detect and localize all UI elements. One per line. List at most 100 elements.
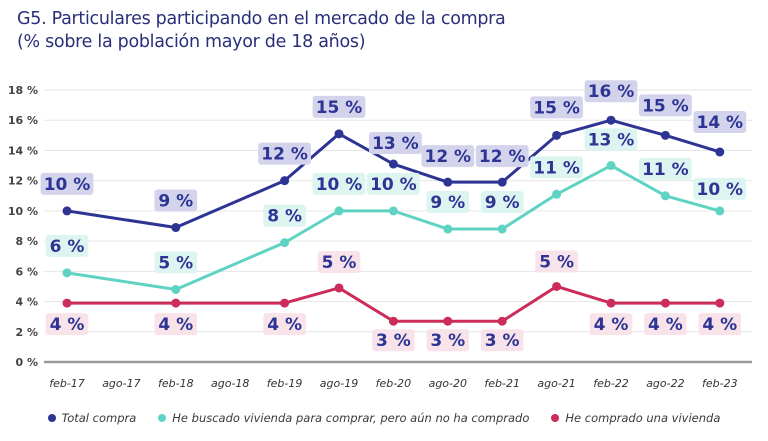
- data-label-text: 9 %: [430, 193, 465, 213]
- data-label-background: [693, 110, 747, 133]
- data-label: 4 %: [644, 313, 687, 336]
- legend-marker-icon: [551, 414, 560, 422]
- x-tick-label: ago-20: [429, 377, 467, 390]
- data-label: 9 %: [154, 189, 198, 212]
- data-label-text: 12 %: [479, 147, 526, 167]
- data-label: 4 %: [263, 313, 306, 336]
- data-label-text: 4 %: [158, 315, 193, 335]
- data-label-background: [154, 313, 198, 336]
- y-tick-label: 6 %: [15, 265, 38, 278]
- data-label-background: [154, 189, 198, 212]
- y-tick-label: 16 %: [8, 114, 38, 127]
- x-tick-label: feb-17: [49, 377, 85, 390]
- data-label-background: [584, 128, 638, 151]
- legend-label: He comprado una vivienda: [565, 411, 721, 425]
- chart-title-line1: G5. Particulares participando en el merc…: [17, 9, 506, 29]
- x-tick-label: feb-20: [376, 377, 412, 390]
- data-label: 4 %: [698, 313, 742, 336]
- data-label-background: [312, 172, 366, 195]
- data-label-text: 3 %: [430, 331, 465, 351]
- data-point: [334, 129, 344, 139]
- data-label: 11 %: [530, 156, 583, 179]
- data-label: 9 %: [480, 191, 524, 214]
- data-label: 16 %: [584, 80, 638, 103]
- legend-label: He buscado vivienda para comprar, pero a…: [172, 411, 530, 425]
- legend-marker-icon: [47, 414, 56, 422]
- data-label: 13 %: [584, 128, 638, 151]
- data-label-background: [40, 172, 94, 195]
- data-label: 12 %: [258, 142, 311, 165]
- data-point: [280, 238, 290, 248]
- data-label-text: 4 %: [702, 315, 737, 335]
- y-tick-label: 12 %: [8, 175, 38, 188]
- x-tick-label: feb-19: [267, 377, 303, 390]
- data-label-text: 10 %: [44, 175, 91, 195]
- data-point: [280, 298, 290, 308]
- y-tick-label: 0 %: [15, 356, 38, 369]
- data-label-background: [480, 191, 524, 214]
- data-point: [443, 224, 453, 234]
- data-label: 6 %: [45, 234, 89, 257]
- data-label-text: 15 %: [316, 98, 363, 118]
- data-point: [715, 206, 725, 216]
- data-point: [606, 115, 616, 125]
- data-label-text: 4 %: [50, 315, 85, 335]
- data-label: 9 %: [426, 191, 470, 214]
- data-label-text: 4 %: [648, 315, 683, 335]
- data-label-text: 5 %: [158, 253, 193, 273]
- data-point: [497, 316, 507, 326]
- data-point: [280, 176, 290, 186]
- data-label: 3 %: [372, 329, 415, 352]
- data-label-background: [639, 94, 692, 117]
- data-label: 14 %: [693, 110, 747, 133]
- data-label-background: [312, 95, 366, 118]
- data-label: 4 %: [154, 313, 198, 336]
- x-axis-ticks: feb-17 ago-17 feb-18 ago-18 feb-19 ago-19 feb-…: [49, 377, 737, 390]
- x-tick-label: feb-22: [593, 377, 629, 390]
- data-point: [497, 177, 507, 187]
- data-label-text: 5 %: [539, 252, 574, 272]
- data-label: 5 %: [154, 251, 198, 274]
- data-label: 10 %: [693, 177, 747, 200]
- data-label-text: 10 %: [316, 175, 363, 195]
- data-label-text: 8 %: [267, 207, 302, 227]
- data-label-background: [372, 329, 415, 352]
- data-label: 10 %: [367, 172, 420, 195]
- data-point: [388, 206, 398, 216]
- data-label: 4 %: [45, 313, 89, 336]
- data-label-background: [258, 142, 311, 165]
- data-label-background: [584, 80, 638, 103]
- data-point: [443, 316, 453, 326]
- x-tick-label: ago-17: [102, 377, 140, 390]
- data-point: [62, 268, 72, 278]
- chart-title-line2: (% sobre la población mayor de 18 años): [17, 32, 366, 52]
- x-tick-label: ago-19: [320, 377, 358, 390]
- x-tick-label: feb-21: [484, 377, 520, 390]
- data-label-text: 4 %: [594, 315, 629, 335]
- data-point: [443, 177, 453, 187]
- data-label-text: 9 %: [485, 193, 520, 213]
- data-point: [552, 189, 562, 199]
- data-label-background: [530, 96, 583, 119]
- data-point: [660, 130, 670, 140]
- data-point: [62, 298, 72, 308]
- data-point: [497, 224, 507, 234]
- data-label-background: [475, 145, 529, 168]
- data-label-text: 11 %: [533, 158, 580, 178]
- y-tick-label: 2 %: [15, 326, 38, 339]
- data-label-text: 9 %: [158, 192, 193, 212]
- data-label-background: [530, 156, 583, 179]
- legend-label: Total compra: [61, 411, 137, 425]
- data-label-text: 11 %: [642, 160, 689, 180]
- data-label-text: 10 %: [696, 180, 743, 200]
- data-label: 15 %: [312, 95, 366, 118]
- data-label-background: [426, 191, 470, 214]
- data-label-background: [421, 145, 475, 168]
- y-tick-label: 4 %: [15, 296, 38, 309]
- data-label-background: [154, 251, 198, 274]
- y-tick-label: 14 %: [8, 144, 38, 157]
- data-label: 5 %: [535, 250, 578, 273]
- data-label-background: [535, 250, 578, 273]
- data-point: [388, 316, 398, 326]
- data-label-text: 3 %: [376, 331, 411, 351]
